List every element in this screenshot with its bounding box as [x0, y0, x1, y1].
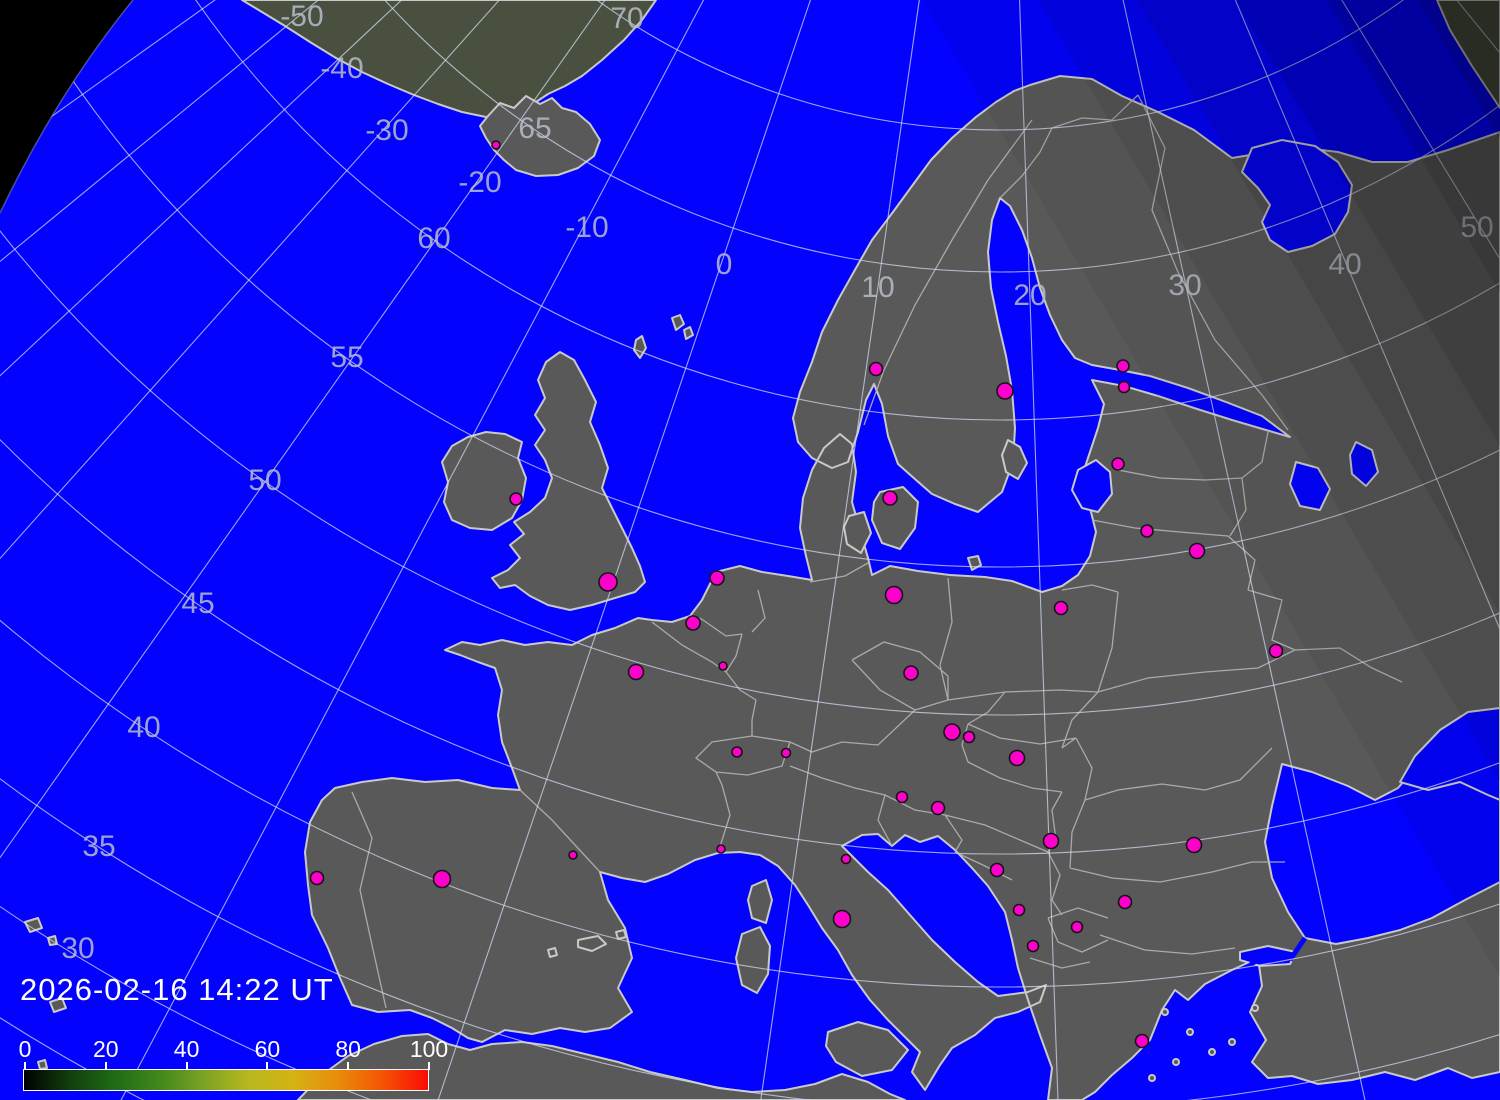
city-marker-san-marino — [840, 853, 852, 865]
colorbar-tick-label-80: 80 — [335, 1036, 361, 1062]
city-marker-vienna — [943, 723, 961, 741]
city-marker-tirana — [1026, 939, 1040, 953]
city-marker-riga — [1111, 457, 1125, 471]
city-marker-oslo — [868, 361, 884, 377]
colorbar-tick-mark — [104, 1062, 107, 1070]
city-marker-bern — [731, 746, 743, 758]
city-marker-zagreb — [930, 800, 946, 816]
colorbar-tick-mark — [266, 1062, 269, 1070]
city-marker-vaduz — [780, 747, 792, 759]
city-marker-podgorica — [1012, 903, 1026, 917]
city-marker-amsterdam — [709, 570, 725, 586]
city-marker-london — [598, 572, 618, 592]
colorbar-tick-mark — [24, 1062, 26, 1070]
city-marker-belgrade — [1042, 832, 1060, 850]
city-marker-prague — [903, 665, 919, 681]
city-marker-helsinki — [1116, 359, 1130, 373]
colorbar-tick-mark — [347, 1062, 350, 1070]
city-marker-copenhagen — [882, 490, 898, 506]
city-marker-ljubljana — [895, 790, 909, 804]
city-marker-luxembourg — [718, 661, 728, 671]
city-marker-madrid — [432, 869, 452, 889]
colorbar-tick-label-20: 20 — [93, 1036, 119, 1062]
city-marker-dublin — [509, 492, 523, 506]
colorbar-tick-label-40: 40 — [173, 1036, 200, 1062]
city-marker-rome — [832, 909, 852, 929]
city-marker-brussels — [685, 615, 701, 631]
city-marker-warsaw — [1053, 600, 1069, 616]
city-marker-budapest — [1008, 749, 1026, 767]
city-marker-bratislava — [962, 730, 976, 744]
city-marker-athens — [1134, 1033, 1150, 1049]
city-marker-reykjavik — [491, 140, 501, 150]
city-marker-andorra — [568, 850, 578, 860]
city-marker-berlin — [884, 585, 904, 605]
colorbar-tick-mark — [428, 1062, 430, 1070]
city-marker-skopje — [1070, 920, 1084, 934]
city-marker-bucharest — [1185, 836, 1203, 854]
city-marker-sarajevo — [989, 862, 1005, 878]
city-marker-monaco — [716, 844, 726, 854]
colorbar-gradient-bar — [23, 1069, 429, 1091]
city-marker-vilnius — [1140, 524, 1154, 538]
city-marker-tallinn — [1117, 380, 1131, 394]
city-marker-minsk — [1188, 542, 1206, 560]
city-marker-sofia — [1117, 894, 1133, 910]
colorbar-tick-label-60: 60 — [254, 1036, 281, 1062]
city-markers-layer — [309, 140, 1284, 1049]
globe-limb-corner — [0, 0, 133, 213]
colorbar-tick-label-100: 100 — [409, 1036, 449, 1062]
timestamp-label: 2026-02-16 14:22 UT — [20, 972, 334, 1007]
city-marker-paris — [627, 663, 645, 681]
colorbar-tick-mark — [185, 1062, 188, 1070]
city-marker-kyiv — [1268, 643, 1284, 659]
city-marker-lisbon — [309, 870, 325, 886]
probability-colorbar: 0 20 40 60 80 100 — [19, 1036, 448, 1096]
colorbar-tick-label-0: 0 — [18, 1036, 32, 1062]
globe-limb-edge — [0, 0, 134, 214]
city-marker-stockholm — [996, 382, 1014, 400]
